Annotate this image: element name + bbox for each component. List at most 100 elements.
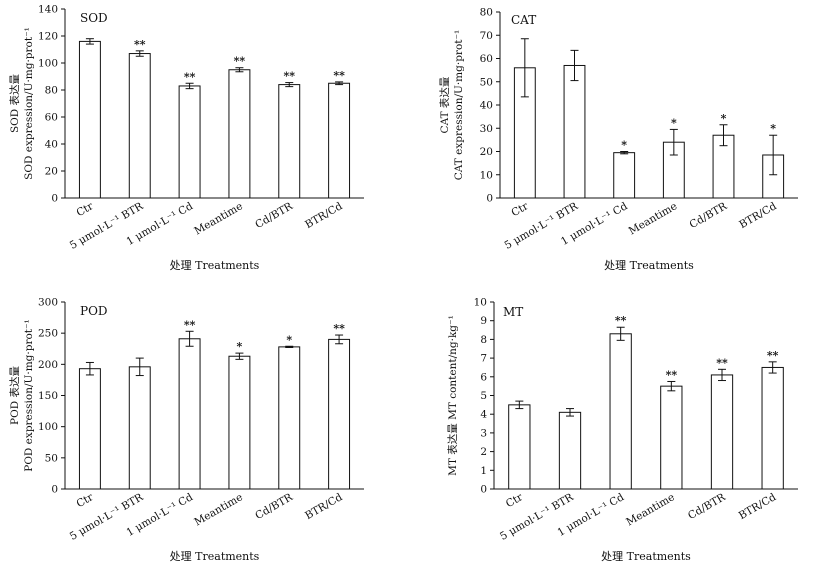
mt-significance-mark: ** (767, 349, 779, 362)
mt-y-tick-label: 8 (480, 334, 487, 346)
pod-category-label: Ctr (74, 491, 96, 511)
mt-significance-mark: ** (666, 368, 678, 381)
sod-y-tick-label: 20 (45, 166, 58, 178)
sod-y-axis-label: SOD expression/U·mg·prot⁻¹ (23, 27, 35, 180)
mt-y-tick-label: 3 (480, 427, 487, 439)
pod-category-label: Meantime (192, 491, 245, 528)
cat-panel: 0 10 20 30 40 50 60 70 80 CAT CAT 表达量 CAT expressio… (438, 7, 798, 272)
mt-bar-2 (558, 411, 582, 490)
pod-significance-mark: * (286, 333, 292, 346)
mt-panel-title: MT (503, 305, 523, 319)
sod-y-tick-label: 40 (45, 139, 58, 151)
sod-y-tick-label: 80 (45, 85, 58, 97)
mt-bar-6 (761, 366, 784, 490)
sod-significance-mark: ** (333, 69, 345, 82)
mt-y-tick-label: 4 (480, 409, 487, 421)
cat-significance-mark: * (621, 139, 627, 152)
pod-significance-mark: ** (333, 322, 345, 335)
sod-category-label: Meantime (192, 200, 245, 237)
pod-bar-3 (178, 338, 201, 490)
sod-category-label: BTR/Cd (303, 200, 345, 231)
pod-y-tick-label: 200 (38, 359, 58, 371)
pod-panel-title: POD (80, 304, 108, 318)
mt-category-label: Ctr (504, 491, 526, 511)
pod-y-tick-label: 300 (38, 297, 58, 309)
mt-bar-1 (508, 404, 531, 490)
sod-y-tick-label: 100 (38, 58, 58, 70)
cat-y-tick-label: 30 (480, 123, 493, 135)
pod-bar-1 (78, 368, 101, 490)
cat-y-tick-label: 80 (480, 7, 493, 19)
cat-y-tick-label: 70 (480, 30, 493, 42)
cat-x-axis-label: 处理 Treatments (604, 259, 694, 272)
sod-panel: 0 20 40 60 80 100 120 140 SOD SOD 表达量 SOD expressi… (8, 4, 364, 272)
sod-x-axis-label: 处理 Treatments (170, 259, 260, 272)
sod-y-tick-label: 0 (51, 193, 58, 205)
mt-significance-mark: ** (615, 314, 627, 327)
pod-bar-6 (328, 338, 351, 490)
mt-x-axis-label: 处理 Treatments (601, 550, 691, 563)
cat-y-tick-label: 10 (480, 169, 493, 181)
pod-bar-4 (228, 355, 251, 490)
pod-significance-mark: * (237, 340, 243, 353)
mt-category-label: Meantime (624, 491, 677, 528)
sod-category-label: Ctr (74, 200, 96, 220)
cat-y-tick-label: 20 (480, 146, 493, 158)
pod-bar-2 (128, 366, 151, 490)
mt-y-tick-label: 6 (480, 371, 487, 383)
cat-bar-3 (613, 152, 636, 199)
sod-panel-title: SOD (80, 11, 108, 25)
sod-significance-mark: ** (134, 38, 146, 51)
mt-y-tick-label: 1 (480, 465, 487, 477)
mt-y-axis-label: MT 表达量 MT content/ng·kg⁻¹ (446, 315, 459, 476)
mt-category-label: Cd/BTR (686, 491, 728, 522)
cat-y-axis-label: CAT 表达量 (438, 76, 451, 133)
pod-y-tick-label: 100 (38, 421, 58, 433)
mt-y-tick-label: 2 (480, 446, 487, 458)
sod-y-axis-label: SOD 表达量 (8, 73, 21, 133)
cat-category-label: Ctr (509, 200, 531, 220)
sod-significance-mark: ** (283, 70, 295, 83)
cat-significance-mark: * (721, 112, 727, 125)
pod-y-tick-label: 250 (38, 328, 58, 340)
mt-bar-3 (609, 333, 632, 490)
pod-y-axis-label: POD 表达量 (8, 366, 21, 425)
cat-y-tick-label: 40 (480, 100, 493, 112)
sod-bar-3 (178, 85, 201, 199)
mt-category-label: BTR/Cd (737, 491, 779, 522)
mt-significance-mark: ** (716, 356, 728, 369)
sod-significance-mark: ** (184, 70, 196, 83)
mt-bar-5 (710, 374, 734, 490)
mt-panel: 0 1 2 3 4 5 6 7 8 9 10 MT MT 表达量 MT content/ng·kg⁻¹ C… (446, 297, 798, 563)
mt-y-tick-label: 5 (480, 390, 487, 402)
sod-bar-2 (128, 53, 151, 199)
sod-significance-mark: ** (234, 55, 246, 68)
pod-x-axis-label: 处理 Treatments (170, 550, 260, 563)
pod-bar-5 (278, 346, 301, 490)
sod-y-tick-label: 120 (38, 31, 58, 43)
cat-y-tick-label: 50 (480, 76, 493, 88)
cat-panel-title: CAT (511, 13, 536, 27)
cat-category-label: BTR/Cd (737, 200, 779, 231)
cat-bar-2 (563, 64, 586, 199)
sod-category-label: Cd/BTR (253, 200, 295, 231)
sod-bar-1 (78, 40, 101, 199)
pod-panel: 0 50 100 150 200 250 300 POD POD 表达量 POD expressi… (8, 297, 364, 563)
sod-bar-6 (328, 82, 351, 199)
cat-significance-mark: * (671, 116, 677, 129)
sod-y-tick-label: 60 (45, 112, 58, 124)
pod-significance-mark: ** (184, 318, 196, 331)
cat-category-label: Meantime (627, 200, 680, 237)
pod-y-tick-label: 50 (45, 452, 58, 464)
sod-bar-4 (228, 69, 251, 199)
pod-category-label: BTR/Cd (303, 491, 345, 522)
pod-y-tick-label: 0 (51, 484, 58, 496)
cat-category-label: Cd/BTR (688, 200, 730, 231)
pod-category-label: Cd/BTR (253, 491, 295, 522)
sod-bar-5 (278, 84, 301, 199)
cat-significance-mark: * (770, 122, 776, 135)
pod-y-axis-label: POD expression/U·mg·prot⁻¹ (23, 319, 35, 472)
mt-y-tick-label: 10 (474, 297, 487, 309)
mt-y-tick-label: 9 (480, 315, 487, 327)
